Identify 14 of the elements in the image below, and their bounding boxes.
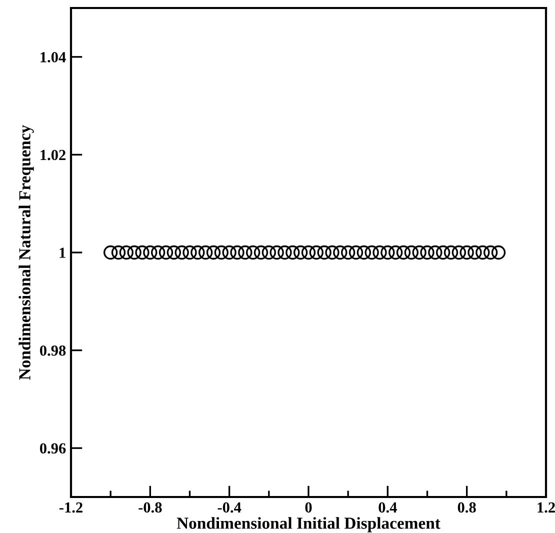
x-tick-label: 0.4 [378,502,397,513]
x-tick-label: -0.4 [218,502,242,513]
y-tick-label: 0.96 [40,443,66,454]
y-tick-label: 1.02 [40,150,66,160]
y-tick-label: 1.04 [40,52,66,62]
x-tick-label: -1.2 [59,502,82,513]
x-tick-label: 0.8 [458,502,476,513]
y-axis-title: Nondimensional Natural Frequency [18,125,34,380]
x-tick-label: -0.8 [138,502,162,513]
x-axis-title: Nondimensional Initial Displacement [176,517,440,532]
x-tick-label: 1.2 [538,502,555,513]
y-tick-label: 1 [60,248,66,258]
x-tick-label: 0 [305,502,312,513]
y-tick-label: 0.98 [40,345,66,356]
